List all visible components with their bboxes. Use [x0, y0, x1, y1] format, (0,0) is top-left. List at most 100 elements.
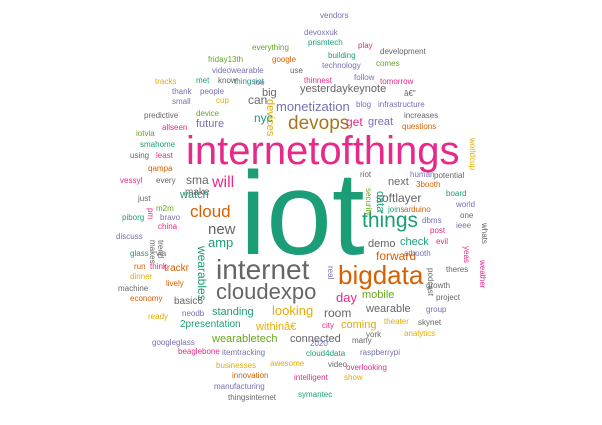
- word-overlooking: overlooking: [346, 363, 387, 372]
- word-cloud4data: cloud4data: [306, 349, 346, 358]
- word-room: room: [324, 306, 352, 320]
- word-makes: makes: [148, 240, 157, 264]
- word-devoxxuk: devoxxuk: [304, 28, 338, 37]
- word-vessyl: vessyl: [120, 176, 143, 185]
- word-thinnest: thinnest: [304, 76, 333, 85]
- word-project: project: [436, 293, 461, 302]
- word-video: video: [328, 360, 348, 369]
- word-dinner: dinner: [130, 272, 153, 281]
- word-thingsiot: thingsiot: [234, 77, 264, 86]
- word-videowearable: videowearable: [212, 66, 264, 75]
- word-follow: follow: [354, 73, 375, 82]
- word-small: small: [172, 97, 191, 106]
- word-businesses: businesses: [216, 361, 257, 370]
- word-china: china: [158, 222, 178, 231]
- word-thank: thank: [172, 87, 192, 96]
- word-analytics: analytics: [404, 329, 436, 338]
- word-many: many: [352, 336, 372, 345]
- word-joins: joins: [388, 205, 405, 214]
- word-qampa: qampa: [148, 164, 173, 173]
- word-things: things: [362, 209, 419, 232]
- word-smahome: smahome: [140, 140, 176, 149]
- word-cloud: cloud: [190, 202, 231, 221]
- word-one: one: [460, 211, 474, 220]
- word-questions: questions: [402, 122, 437, 131]
- word-trend: trend: [156, 240, 165, 259]
- word-great: great: [368, 116, 394, 128]
- word-every: every: [156, 176, 176, 185]
- word-discuss: discuss: [116, 232, 143, 241]
- word-forward: forward: [376, 249, 417, 263]
- word-atbooth: atbooth: [404, 249, 431, 258]
- word-wearable: wearable: [366, 303, 411, 315]
- word-softlayer: softlayer: [376, 191, 422, 205]
- word-growth: growth: [426, 281, 451, 290]
- word-make: make: [185, 187, 210, 198]
- word-tomorrow: tomorrow: [380, 77, 414, 86]
- word-beaglebone: beaglebone: [178, 347, 220, 356]
- word-york: york: [366, 330, 382, 339]
- word-wearables: wearables: [195, 246, 209, 301]
- word-device: device: [196, 109, 220, 118]
- word-economy: economy: [130, 294, 163, 303]
- word-machine: machine: [118, 284, 149, 293]
- word-yeas: yeas: [462, 246, 471, 263]
- word-real: real: [326, 266, 335, 280]
- word-vendors: vendors: [320, 11, 349, 20]
- word-3booth: 3booth: [416, 180, 441, 189]
- word-basic6: basic6: [174, 296, 203, 307]
- word-ready: ready: [148, 312, 169, 321]
- word-intelligent: intelligent: [294, 373, 328, 382]
- word-prismtech: prismtech: [308, 38, 343, 47]
- word-googleglass: googleglass: [152, 338, 195, 347]
- word-sma: sma: [186, 173, 209, 187]
- word-connected: connected: [290, 333, 341, 345]
- word-board: board: [446, 189, 467, 198]
- word-using: using: [130, 151, 150, 160]
- word-symbol: â€": [404, 89, 416, 98]
- word-can: can: [248, 93, 268, 107]
- word-post: post: [430, 226, 446, 235]
- word-symantec: symantec: [298, 390, 333, 399]
- word-increases: increases: [404, 111, 439, 120]
- word-lively: lively: [166, 279, 184, 288]
- word-allseen: allseen: [162, 123, 188, 132]
- word-coming: coming: [341, 319, 377, 331]
- word-will: will: [212, 174, 235, 191]
- word-people: people: [200, 87, 225, 96]
- word-looking: looking: [272, 303, 314, 318]
- word-future: future: [196, 118, 225, 130]
- word-theres: theres: [446, 265, 469, 274]
- word-riot: riot: [360, 170, 372, 179]
- word-via: via: [156, 249, 167, 258]
- word-weather: weather: [478, 260, 487, 289]
- word-whats: whats: [480, 223, 489, 244]
- word-evil: evil: [436, 237, 449, 246]
- word-demo: demo: [368, 238, 396, 250]
- word-potential: potential: [434, 171, 465, 180]
- word-tracks: tracks: [155, 77, 177, 86]
- word-infrastructure: infrastructure: [378, 100, 425, 109]
- word-watch: watch: [180, 189, 209, 201]
- word-friday13th: friday13th: [208, 55, 244, 64]
- word-use: use: [290, 66, 303, 75]
- word-check: check: [400, 236, 429, 248]
- word-m2m: m2m: [156, 204, 174, 213]
- word-2presentation: 2presentation: [180, 319, 241, 330]
- word-new: new: [208, 221, 236, 238]
- word-big: big: [262, 87, 277, 99]
- word-building: building: [328, 51, 356, 60]
- word-2020: 2020: [310, 339, 328, 348]
- word-innovation: innovation: [232, 371, 269, 380]
- word-worldcup: worldcup: [468, 138, 477, 171]
- word-dbms: dbms: [422, 216, 442, 225]
- word-iotvia: iotvia: [136, 129, 155, 138]
- word-met: met: [196, 76, 210, 85]
- word-run: run: [134, 262, 146, 271]
- word-data: data: [374, 191, 386, 213]
- word-cup: cup: [216, 96, 229, 105]
- word-glass: glass: [130, 249, 149, 258]
- word-thingsinternet: thingsinternet: [228, 393, 277, 402]
- word-just: just: [138, 194, 151, 203]
